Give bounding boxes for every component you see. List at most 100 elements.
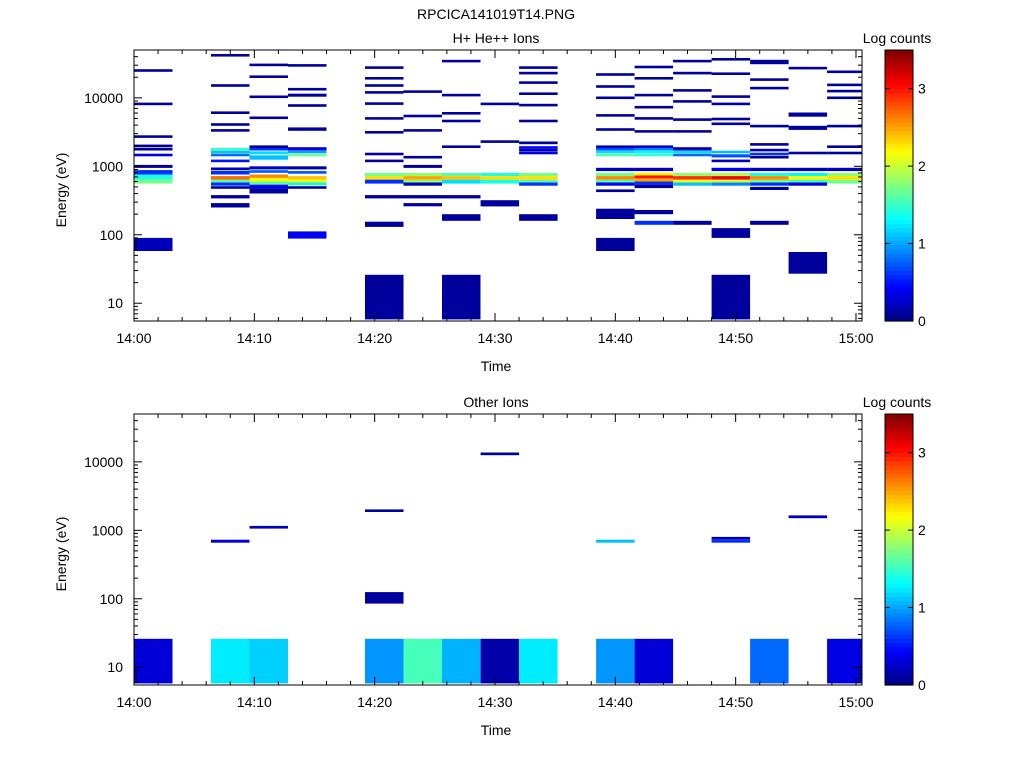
heatmap-cell bbox=[134, 237, 173, 251]
heatmap-cell bbox=[750, 59, 789, 65]
colorbar-swatch bbox=[885, 447, 913, 453]
heatmap-cell bbox=[403, 638, 442, 684]
colorbar-swatch bbox=[885, 439, 913, 445]
colorbar-frame bbox=[884, 49, 914, 322]
colorbar-swatch bbox=[885, 452, 913, 457]
y-tick-label: 100 bbox=[100, 227, 124, 243]
heatmap-cell bbox=[519, 148, 558, 152]
colorbar-swatch bbox=[885, 680, 913, 686]
heatmap-cell bbox=[711, 117, 751, 121]
y-tick-label: 100 bbox=[100, 591, 124, 607]
axis-ticks: 14:00 14:10 14:20 14:30 14:40 14:50 15:00 10 100… bbox=[84, 49, 874, 346]
heatmap-cell bbox=[827, 638, 862, 684]
colorbar-swatch bbox=[885, 456, 913, 462]
heatmap-cell bbox=[365, 274, 404, 320]
heatmap-cell bbox=[750, 78, 789, 81]
heatmap-cell bbox=[288, 104, 327, 107]
heatmap-cell bbox=[288, 147, 327, 151]
colorbar-swatch bbox=[885, 587, 913, 593]
colorbar-swatch bbox=[885, 244, 913, 250]
heatmap-cell bbox=[596, 153, 635, 157]
heatmap-cell bbox=[480, 140, 520, 143]
heatmap-cell bbox=[288, 127, 327, 131]
x-tick-label: 14:20 bbox=[357, 694, 392, 710]
heatmap-cell bbox=[249, 63, 288, 67]
heatmap-cell bbox=[442, 145, 481, 148]
heatmap-cell bbox=[711, 179, 751, 183]
heatmap-cell bbox=[788, 112, 828, 117]
heatmap-cell bbox=[711, 72, 751, 75]
heatmap-cell bbox=[403, 195, 442, 199]
heatmap-cell bbox=[134, 147, 173, 151]
colorbar-swatch bbox=[885, 532, 913, 538]
heatmap-cell bbox=[288, 166, 327, 170]
heatmap-cell bbox=[596, 182, 635, 186]
colorbar-swatch bbox=[885, 507, 913, 512]
heatmap-cell bbox=[249, 170, 288, 173]
heatmap-cell bbox=[365, 84, 404, 87]
heatmap-cell bbox=[442, 172, 481, 176]
heatmap-cell bbox=[673, 153, 712, 157]
x-tick-label: 14:00 bbox=[116, 330, 151, 346]
heatmap-cell bbox=[788, 179, 828, 183]
colorbar-swatch bbox=[885, 629, 913, 635]
heatmap-cell bbox=[403, 164, 442, 168]
heatmap-cell bbox=[519, 179, 558, 183]
colorbar-swatch bbox=[885, 553, 913, 559]
heatmap-cell bbox=[711, 102, 751, 106]
colorbar-swatch bbox=[885, 71, 913, 76]
panel-title: H+ He++ Ions bbox=[453, 30, 540, 46]
colorbar-swatch bbox=[885, 422, 913, 428]
heatmap-cell bbox=[673, 118, 712, 121]
colorbar-swatch bbox=[885, 414, 913, 419]
colorbar-swatch bbox=[885, 642, 913, 648]
heatmap-cell bbox=[442, 119, 481, 123]
colorbar-swatch bbox=[885, 672, 913, 678]
heatmap-cell bbox=[750, 172, 789, 176]
heatmap-cell bbox=[711, 150, 751, 154]
colorbar-swatch bbox=[885, 92, 913, 98]
x-tick-label: 14:10 bbox=[237, 330, 272, 346]
heatmap-cell bbox=[365, 117, 404, 120]
heatmap-cell bbox=[442, 59, 481, 63]
colorbar-swatch bbox=[885, 113, 913, 119]
colorbar-swatch bbox=[885, 270, 913, 276]
colorbar-swatch bbox=[885, 426, 913, 432]
colorbar-swatch bbox=[885, 430, 913, 436]
colorbar-swatch bbox=[885, 608, 913, 614]
colorbar-swatch bbox=[885, 536, 913, 542]
colorbar-swatch bbox=[885, 659, 913, 665]
heatmap-cell bbox=[442, 214, 481, 221]
heatmap-cell bbox=[788, 66, 828, 70]
heatmap-cell bbox=[596, 96, 635, 100]
colorbar-swatch bbox=[885, 189, 913, 195]
colorbar-swatch bbox=[885, 210, 913, 216]
heatmap-cell bbox=[249, 184, 288, 189]
colorbar-swatch bbox=[885, 511, 913, 517]
heatmap-cell bbox=[134, 153, 173, 157]
colorbar-frame bbox=[884, 413, 914, 686]
colorbar-swatch bbox=[885, 240, 913, 246]
heatmap-cell bbox=[249, 145, 288, 148]
heatmap-cell bbox=[750, 186, 789, 190]
panel-h-he-ions: H+ He++ Ions Log counts Time Energy (eV)… bbox=[53, 30, 931, 374]
heatmap-cell bbox=[827, 83, 862, 87]
heatmap-cells bbox=[134, 452, 862, 684]
heatmap-cell bbox=[788, 176, 828, 180]
heatmap-cell bbox=[442, 638, 481, 684]
heatmap-cell bbox=[788, 172, 828, 176]
heatmap-cell bbox=[442, 274, 481, 320]
x-axis-label: Time bbox=[481, 358, 512, 374]
heatmap-cell bbox=[365, 638, 404, 684]
colorbar-swatch bbox=[885, 282, 913, 288]
heatmap-cell bbox=[673, 100, 712, 103]
heatmap-cell bbox=[673, 59, 712, 63]
heatmap-cell bbox=[673, 71, 712, 75]
x-tick-label: 15:00 bbox=[838, 330, 873, 346]
heatmap-cell bbox=[673, 150, 712, 154]
colorbar-swatch bbox=[885, 435, 913, 440]
heatmap-cell bbox=[750, 155, 789, 159]
heatmap-cell bbox=[134, 135, 173, 138]
colorbar-swatch bbox=[885, 663, 913, 669]
heatmap-cell bbox=[827, 124, 862, 128]
